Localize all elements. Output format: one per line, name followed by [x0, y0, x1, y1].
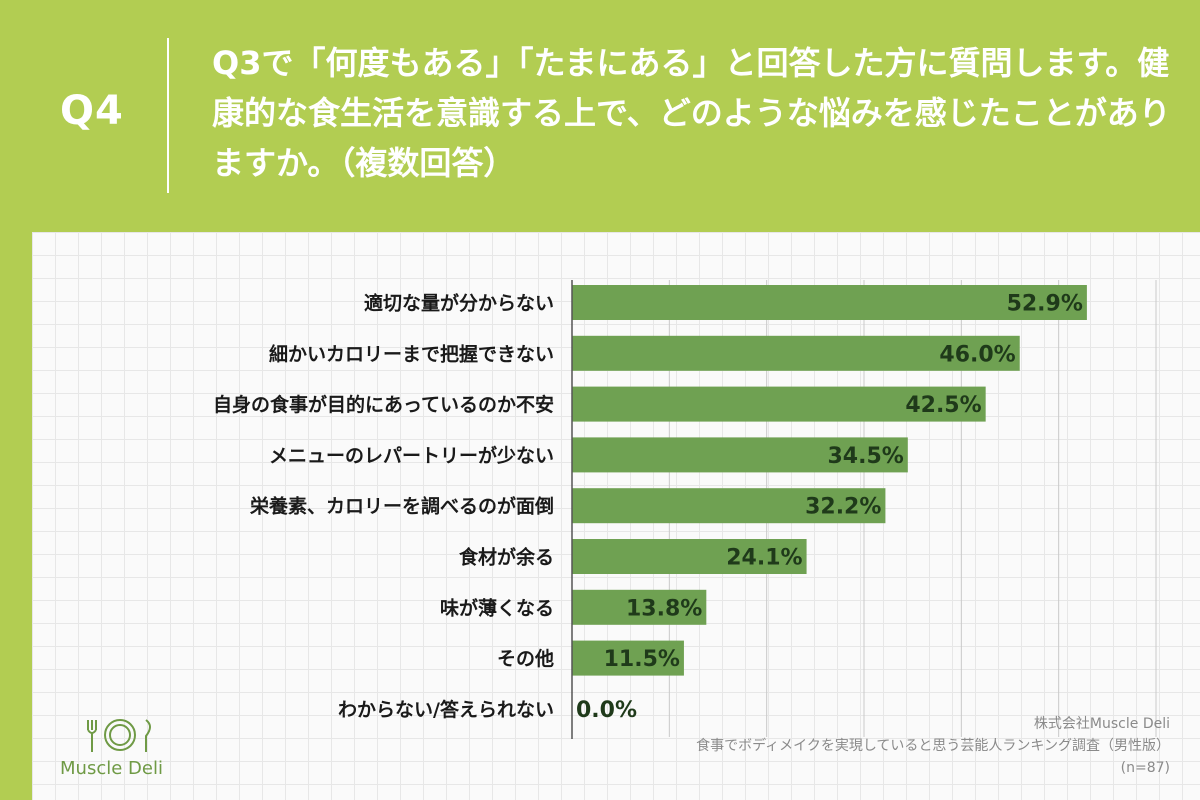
source-sample: (n=87) [1120, 760, 1170, 776]
bar [572, 488, 886, 524]
category-label: 食材が余る [459, 546, 554, 569]
bar [572, 640, 684, 676]
brand-name: Muscle Deli [60, 758, 163, 779]
category-label: 細かいカロリーまで把握できない [269, 342, 554, 365]
category-label: その他 [497, 647, 554, 670]
bar [572, 386, 986, 422]
category-label: メニューのレパートリーが少ない [269, 444, 554, 467]
category-label: 栄養素、カロリーを調べるのが面倒 [249, 495, 554, 518]
category-label: 自身の食事が目的にあっているのか不安 [213, 393, 554, 416]
bar [572, 539, 807, 574]
bar [572, 285, 1087, 320]
category-label: 味が薄くなる [440, 596, 554, 619]
bar [572, 589, 707, 625]
bar [572, 335, 1020, 371]
question-number: Q4 [60, 88, 124, 134]
value-label: 11.5% [604, 647, 680, 672]
source-company: 株式会社Muscle Deli [1033, 716, 1170, 732]
category-label: わからない/答えられない [338, 698, 554, 721]
header: Q4 Q3で「何度もある」「たまにある」と回答した方に質問します。健康的な食生活… [0, 0, 1200, 232]
value-label: 34.5% [827, 444, 903, 469]
chart-panel: 適切な量が分からない 52.9% 細かいカロリーまで把握できない 46.0% 自身の食事… [32, 232, 1200, 800]
value-label: 24.1% [726, 546, 802, 571]
value-label: 42.5% [905, 393, 981, 418]
category-label: 適切な量が分からない [364, 292, 554, 315]
value-label: 46.0% [939, 342, 1015, 367]
header-divider [167, 38, 169, 193]
source-survey: 食事でボディメイクを実現していると思う芸能人ランキング調査（男性版） [696, 738, 1170, 754]
value-label: 32.2% [805, 495, 881, 520]
bar-chart: 適切な量が分からない 52.9% 細かいカロリーまで把握できない 46.0% 自身の食事… [213, 280, 1157, 739]
cutlery-plate-icon [87, 719, 151, 752]
source-note: 株式会社Muscle Deli 食事でボディメイクを実現していると思う芸能人ラン… [696, 713, 1170, 779]
value-label: 0.0% [576, 698, 637, 723]
value-label: 13.8% [626, 596, 702, 621]
question-text: Q3で「何度もある」「たまにある」と回答した方に質問します。健康的な食生活を意識… [212, 44, 1171, 182]
value-label: 52.9% [1007, 292, 1083, 317]
bar [572, 437, 908, 473]
